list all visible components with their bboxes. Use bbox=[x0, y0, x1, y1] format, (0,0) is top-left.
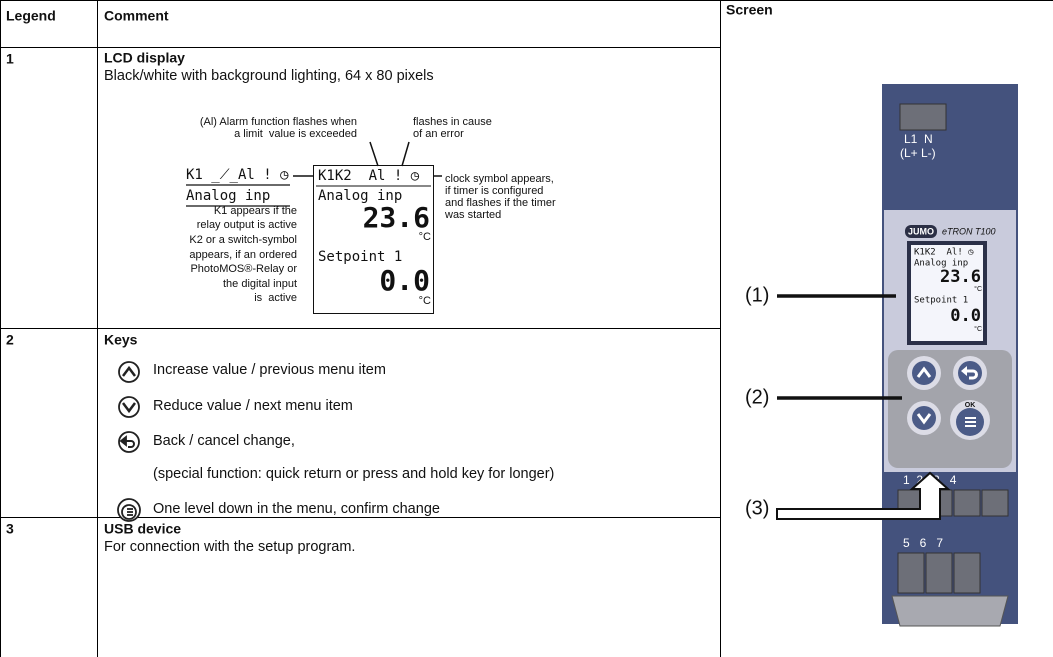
key-text: Reduce value / next menu item bbox=[153, 398, 353, 414]
lcd-unit: °C bbox=[419, 295, 431, 307]
header-legend: Legend bbox=[6, 8, 56, 24]
lcd-frame bbox=[313, 165, 434, 314]
brand-badge bbox=[905, 225, 937, 238]
lcd-value: 23.6 bbox=[363, 201, 430, 234]
display-setpoint-label: Setpoint 1 bbox=[914, 296, 968, 306]
clip bbox=[891, 595, 1009, 627]
key-icon bbox=[121, 504, 137, 520]
key-icon bbox=[123, 440, 135, 448]
lcd-diagram: (Al) Alarm function flashes when a limit… bbox=[186, 116, 556, 314]
row-title: USB device bbox=[104, 521, 181, 537]
clock-note: clock symbol appears, bbox=[445, 173, 554, 185]
terminal bbox=[899, 103, 947, 131]
terminal-label: (L+ L-) bbox=[900, 146, 936, 160]
device-key bbox=[912, 361, 936, 385]
key-icon bbox=[119, 435, 127, 447]
error-note: flashes in cause bbox=[413, 116, 492, 128]
display-status: K1K2 Al! ◷ bbox=[914, 248, 974, 258]
keypad bbox=[888, 350, 1012, 468]
relay-note: appears, if an ordered bbox=[189, 249, 297, 261]
terminal bbox=[953, 489, 981, 517]
relay-note: K2 or a switch-symbol bbox=[189, 234, 297, 246]
device-key bbox=[964, 369, 978, 380]
key-icon bbox=[122, 365, 136, 377]
device: L1 N (L+ L-) JUMO eTRON T100 K1K2 Al! ◷ … bbox=[745, 84, 1018, 627]
row-title: LCD display bbox=[104, 50, 185, 66]
key-icon bbox=[118, 396, 140, 418]
leader-line bbox=[369, 141, 379, 167]
key-icon bbox=[117, 498, 141, 522]
lcd-setpoint: 0.0 bbox=[379, 264, 430, 297]
callout: (1) bbox=[745, 284, 769, 306]
device-key bbox=[907, 356, 990, 440]
display-screen bbox=[911, 245, 983, 341]
relay-note: is active bbox=[254, 292, 297, 304]
row-legend: 3 bbox=[6, 521, 14, 537]
terminal bbox=[981, 489, 1009, 517]
relay-note: relay output is active bbox=[197, 219, 297, 231]
key-text: Increase value / previous menu item bbox=[153, 362, 386, 378]
device-key bbox=[916, 366, 932, 378]
alarm-note: a limit value is exceeded bbox=[234, 128, 357, 140]
display-unit: °C bbox=[974, 285, 982, 293]
clock-note: was started bbox=[444, 209, 501, 221]
lcd-status: K1K2 Al ! ◷ bbox=[318, 168, 420, 184]
alarm-note: (Al) Alarm function flashes when bbox=[200, 116, 357, 128]
terminal-label: 5 6 7 bbox=[903, 536, 943, 550]
device-key bbox=[916, 413, 932, 425]
device-key bbox=[965, 417, 976, 427]
callout: (2) bbox=[745, 386, 769, 408]
display-setpoint: 0.0 bbox=[950, 306, 981, 326]
ok-label: OK bbox=[965, 402, 976, 409]
header-screen: Screen bbox=[726, 2, 773, 18]
row-legend: 1 bbox=[6, 51, 14, 67]
device-key bbox=[958, 361, 982, 385]
display-unit: °C bbox=[974, 325, 982, 333]
clock-note: if timer is configured bbox=[445, 185, 543, 197]
header-comment: Comment bbox=[104, 8, 169, 24]
key-text: (special function: quick return or press… bbox=[153, 466, 554, 482]
leader-line bbox=[293, 141, 442, 177]
key-icon bbox=[117, 361, 141, 522]
callout-arrow bbox=[776, 471, 951, 520]
key-text: One level down in the menu, confirm chan… bbox=[153, 501, 440, 517]
status-line: K1 _⟋_Al ! ◷ bbox=[186, 167, 289, 183]
lcd-setpoint-label: Setpoint 1 bbox=[318, 249, 402, 265]
callout-line bbox=[777, 294, 902, 400]
display-mode: Analog inp bbox=[914, 259, 968, 269]
terminal bbox=[953, 552, 981, 594]
display-value: 23.6 bbox=[940, 267, 981, 287]
key-icon bbox=[122, 402, 136, 414]
device-key bbox=[912, 406, 936, 430]
leader-line bbox=[401, 141, 410, 167]
model: eTRON T100 bbox=[942, 226, 996, 236]
key-text: Back / cancel change, bbox=[153, 433, 295, 449]
lcd-mode: Analog inp bbox=[318, 188, 402, 204]
underline bbox=[186, 184, 290, 207]
relay-note: the digital input bbox=[223, 278, 297, 290]
error-note: of an error bbox=[413, 128, 464, 140]
terminal bbox=[925, 552, 953, 594]
clock-note: and flashes if the timer bbox=[445, 197, 556, 209]
brand: JUMO bbox=[908, 226, 934, 236]
device-key bbox=[961, 366, 967, 376]
row-text: For connection with the setup program. bbox=[104, 539, 355, 555]
row-legend: 2 bbox=[6, 332, 14, 348]
terminal-label: L1 N bbox=[904, 132, 933, 146]
relay-note: K1 appears if the bbox=[214, 205, 297, 217]
key-icon bbox=[118, 361, 140, 383]
lcd-unit: °C bbox=[419, 231, 431, 243]
terminal bbox=[897, 552, 925, 594]
row-title: Keys bbox=[104, 332, 138, 348]
relay-note: PhotoMOS®-Relay or bbox=[190, 263, 297, 275]
row-text: Black/white with background lighting, 64… bbox=[104, 68, 434, 84]
mode-label: Analog inp bbox=[186, 188, 270, 204]
callout: (3) bbox=[745, 497, 769, 519]
